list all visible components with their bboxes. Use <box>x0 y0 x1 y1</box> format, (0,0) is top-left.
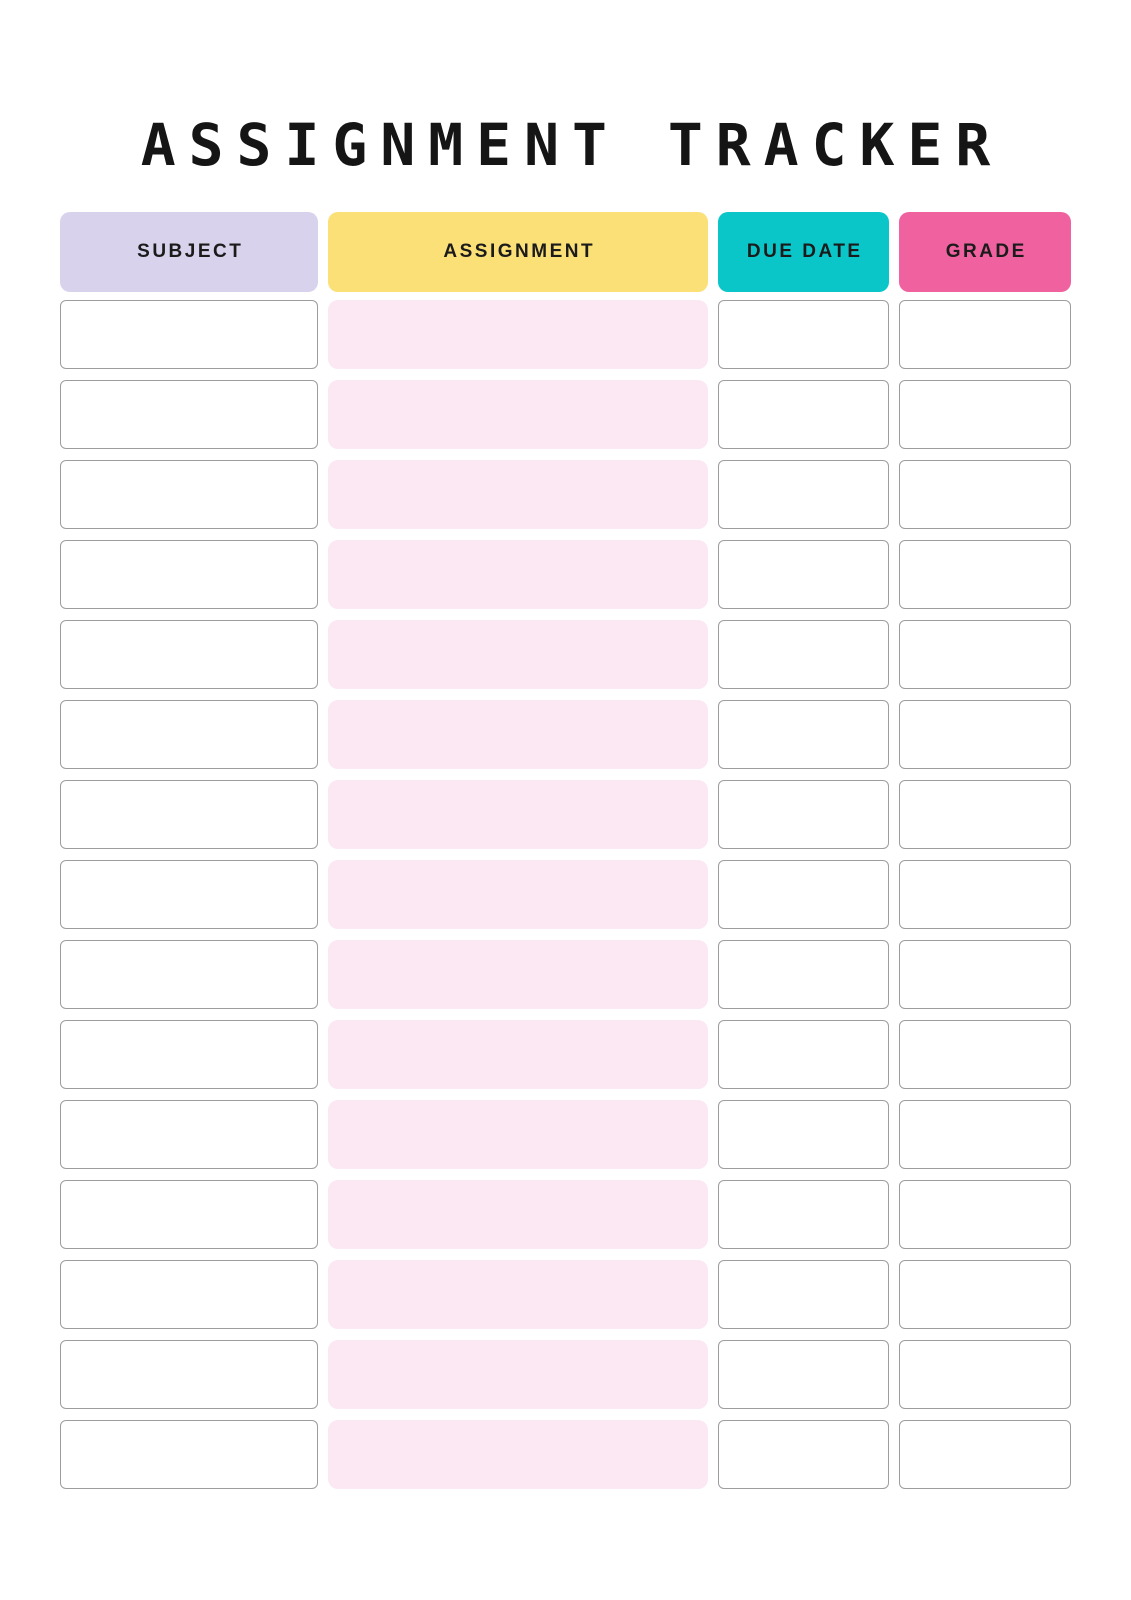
due-date-cell[interactable] <box>718 860 889 929</box>
assignment-cell[interactable] <box>328 1020 708 1089</box>
grade-cell[interactable] <box>899 940 1071 1009</box>
due-date-cell[interactable] <box>718 1180 889 1249</box>
due-date-cell[interactable] <box>718 780 889 849</box>
assignment-cell[interactable] <box>328 300 708 369</box>
assignment-cell[interactable] <box>328 540 708 609</box>
subject-cell[interactable] <box>60 780 318 849</box>
column-header-due-date: DUE DATE <box>718 212 889 292</box>
grade-cell[interactable] <box>899 1340 1071 1409</box>
due-date-cell[interactable] <box>718 1420 889 1489</box>
due-date-cell[interactable] <box>718 380 889 449</box>
grade-cell[interactable] <box>899 1180 1071 1249</box>
assignment-cell[interactable] <box>328 460 708 529</box>
subject-cell[interactable] <box>60 860 318 929</box>
grade-cell[interactable] <box>899 780 1071 849</box>
subject-cell[interactable] <box>60 1340 318 1409</box>
subject-cell[interactable] <box>60 1020 318 1089</box>
due-date-cell[interactable] <box>718 460 889 529</box>
assignment-cell[interactable] <box>328 1260 708 1329</box>
column-header-subject: SUBJECT <box>60 212 318 292</box>
assignment-cell[interactable] <box>328 1100 708 1169</box>
due-date-cell[interactable] <box>718 700 889 769</box>
subject-cell[interactable] <box>60 700 318 769</box>
grade-cell[interactable] <box>899 1100 1071 1169</box>
grade-cell[interactable] <box>899 1260 1071 1329</box>
assignment-cell[interactable] <box>328 780 708 849</box>
subject-cell[interactable] <box>60 940 318 1009</box>
grade-cell[interactable] <box>899 380 1071 449</box>
assignment-cell[interactable] <box>328 620 708 689</box>
grade-cell[interactable] <box>899 1420 1071 1489</box>
assignment-cell[interactable] <box>328 1420 708 1489</box>
grade-cell[interactable] <box>899 1020 1071 1089</box>
grade-cell[interactable] <box>899 300 1071 369</box>
subject-cell[interactable] <box>60 540 318 609</box>
subject-cell[interactable] <box>60 1100 318 1169</box>
due-date-cell[interactable] <box>718 1100 889 1169</box>
subject-cell[interactable] <box>60 1260 318 1329</box>
assignment-cell[interactable] <box>328 700 708 769</box>
due-date-cell[interactable] <box>718 620 889 689</box>
subject-cell[interactable] <box>60 460 318 529</box>
due-date-cell[interactable] <box>718 1340 889 1409</box>
column-header-grade: GRADE <box>899 212 1071 292</box>
subject-cell[interactable] <box>60 1420 318 1489</box>
assignment-cell[interactable] <box>328 380 708 449</box>
due-date-cell[interactable] <box>718 540 889 609</box>
due-date-cell[interactable] <box>718 1260 889 1329</box>
table-body <box>60 300 1071 1489</box>
grade-cell[interactable] <box>899 620 1071 689</box>
grade-cell[interactable] <box>899 700 1071 769</box>
grade-cell[interactable] <box>899 460 1071 529</box>
column-header-assignment: ASSIGNMENT <box>328 212 708 292</box>
grade-cell[interactable] <box>899 540 1071 609</box>
assignment-cell[interactable] <box>328 860 708 929</box>
due-date-cell[interactable] <box>718 1020 889 1089</box>
due-date-cell[interactable] <box>718 300 889 369</box>
due-date-cell[interactable] <box>718 940 889 1009</box>
subject-cell[interactable] <box>60 300 318 369</box>
assignment-cell[interactable] <box>328 940 708 1009</box>
grade-cell[interactable] <box>899 860 1071 929</box>
assignment-cell[interactable] <box>328 1180 708 1249</box>
subject-cell[interactable] <box>60 620 318 689</box>
subject-cell[interactable] <box>60 1180 318 1249</box>
page-title: ASSIGNMENT TRACKER <box>140 111 1004 179</box>
subject-cell[interactable] <box>60 380 318 449</box>
assignment-cell[interactable] <box>328 1340 708 1409</box>
table-header-row: SUBJECT ASSIGNMENT DUE DATE GRADE <box>60 212 1071 292</box>
